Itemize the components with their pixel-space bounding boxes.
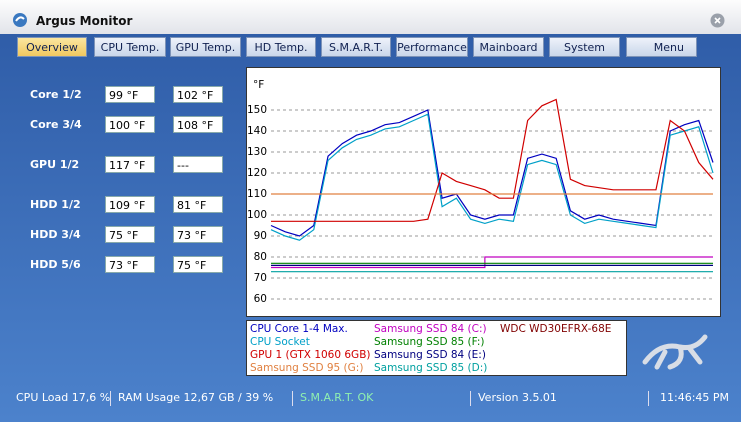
status-item: S.M.A.R.T. OK — [300, 391, 374, 404]
status-separator — [110, 391, 111, 406]
y-tick-label: 130 — [247, 146, 267, 158]
y-tick-label: 70 — [254, 272, 267, 284]
reading-value: 102 °F — [173, 86, 223, 103]
reading-value: 73 °F — [173, 226, 223, 243]
status-separator — [292, 391, 293, 406]
status-separator — [470, 391, 471, 406]
status-item: 11:46:45 PM — [660, 391, 730, 404]
tab[interactable]: Mainboard — [473, 37, 544, 57]
reading-label: HDD 1/2 — [30, 198, 81, 211]
legend-entry: Samsung SSD 95 (G:) — [250, 362, 364, 374]
y-tick-label: 60 — [254, 293, 267, 305]
reading-value: 75 °F — [173, 256, 223, 273]
logo — [642, 334, 708, 370]
reading-value: 75 °F — [105, 226, 155, 243]
unit-label: °F — [253, 79, 264, 91]
reading-value: 99 °F — [105, 86, 155, 103]
y-tick-label: 110 — [247, 188, 267, 200]
legend-entry: CPU Core 1-4 Max. — [250, 323, 348, 335]
series-line — [270, 109, 714, 237]
chart: °F 60 70 80 90 100 110 120 130 140 150 — [247, 79, 714, 305]
series-line — [270, 113, 714, 241]
legend-entry: GPU 1 (GTX 1060 6GB) — [250, 349, 371, 361]
y-tick-label: 150 — [247, 104, 267, 116]
reading-label: Core 1/2 — [30, 88, 82, 101]
y-tick-label: 80 — [254, 251, 267, 263]
y-tick-label: 90 — [254, 230, 267, 242]
tab[interactable]: CPU Temp. — [94, 37, 166, 57]
reading-value: 81 °F — [173, 196, 223, 213]
reading-label: HDD 5/6 — [30, 258, 81, 271]
series-line — [271, 256, 713, 269]
status-item: RAM Usage 12,67 GB / 39 % — [118, 391, 274, 404]
legend-entry: Samsung SSD 85 (F:) — [374, 336, 485, 348]
series-line — [271, 98, 714, 222]
close-button[interactable] — [710, 13, 725, 28]
tab[interactable]: GPU Temp. — [170, 37, 241, 57]
legend-entry: Samsung SSD 84 (E:) — [374, 349, 486, 361]
tab[interactable]: Performance — [396, 37, 468, 57]
reading-value: 117 °F — [105, 156, 155, 173]
legend-entry: Samsung SSD 84 (C:) — [374, 323, 487, 335]
status-bar: CPU Load 17,6 % RAM Usage 12,67 GB / 39 %… — [12, 389, 730, 408]
legend-entry: WDC WD30EFRX-68E — [500, 323, 612, 335]
status-item: CPU Load 17,6 % — [16, 391, 111, 404]
y-tick-label: 140 — [247, 125, 267, 137]
chart-box: °F 60 70 80 90 100 110 120 130 140 150 — [246, 67, 721, 317]
tab[interactable]: Menu — [626, 37, 697, 57]
reading-value: 100 °F — [105, 116, 155, 133]
tab[interactable]: HD Temp. — [246, 37, 316, 57]
legend: CPU Core 1-4 Max. CPU Socket GPU 1 (GTX 10… — [246, 320, 627, 376]
tab[interactable]: System — [549, 37, 620, 57]
title-bar: Argus Monitor — [0, 0, 741, 34]
reading-label: HDD 3/4 — [30, 228, 81, 241]
tab[interactable]: S.M.A.R.T. — [321, 37, 391, 57]
reading-value: 109 °F — [105, 196, 155, 213]
y-tick-label: 120 — [247, 167, 267, 179]
app-icon — [13, 13, 27, 27]
reading-label: GPU 1/2 — [30, 158, 80, 171]
y-tick-label: 100 — [247, 209, 267, 221]
window-title: Argus Monitor — [36, 14, 133, 28]
reading-value: --- — [173, 156, 223, 173]
reading-value: 108 °F — [173, 116, 223, 133]
legend-entry: Samsung SSD 85 (D:) — [374, 362, 488, 374]
reading-label: Core 3/4 — [30, 118, 82, 131]
legend-entry: CPU Socket — [250, 336, 310, 348]
status-item: Version 3.5.01 — [478, 391, 557, 404]
tab[interactable]: Overview — [17, 37, 87, 57]
status-separator — [648, 391, 649, 406]
reading-value: 73 °F — [105, 256, 155, 273]
